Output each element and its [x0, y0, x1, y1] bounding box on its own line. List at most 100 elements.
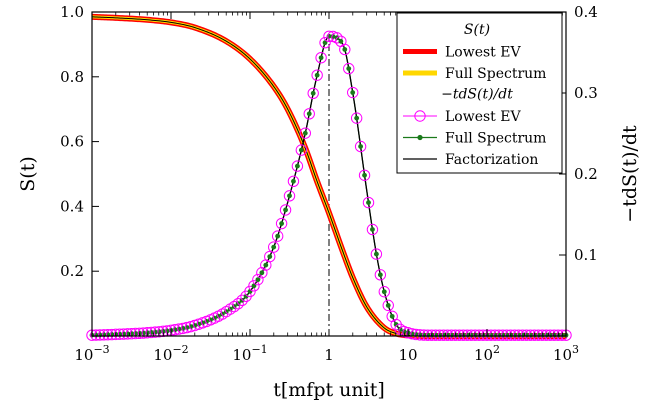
- density-lowest-ev-marker: [303, 108, 315, 120]
- density-full-spectrum-marker: [295, 163, 300, 169]
- x-axis-title: t[mfpt unit]: [273, 379, 385, 401]
- density-lowest-ev-marker: [311, 69, 323, 81]
- density-lowest-ev-marker: [358, 169, 371, 181]
- density-full-spectrum-marker: [389, 313, 395, 319]
- density-full-spectrum-marker: [283, 207, 288, 213]
- density-lowest-ev-marker: [268, 241, 280, 253]
- density-lowest-ev-marker: [248, 280, 260, 292]
- density-full-spectrum-marker: [358, 144, 363, 149]
- density-full-spectrum-marker: [377, 272, 383, 278]
- density-lowest-ev-marker: [370, 248, 383, 260]
- y-right-axis-title: −tdS(t)/dt: [619, 125, 641, 223]
- labels-layer: 10−3 10−2 10−1 1 10 102 103 0.2 0.4 0.6 0.8 1.0 0.1 0…: [17, 3, 641, 401]
- x-tick-label: 102: [474, 343, 500, 364]
- density-lowest-ev-marker: [350, 112, 363, 124]
- density-full-spectrum-marker: [314, 72, 320, 78]
- density-lowest-ev-marker: [228, 300, 240, 313]
- density-lowest-ev-marker: [291, 160, 304, 172]
- density-full-spectrum-marker: [298, 147, 304, 153]
- density-full-spectrum-marker: [279, 221, 284, 226]
- density-full-spectrum-marker: [271, 244, 277, 250]
- density-lowest-ev-marker: [252, 273, 264, 286]
- density-full-spectrum-marker: [251, 283, 257, 289]
- density-lowest-ev-marker: [315, 52, 327, 64]
- density-lowest-ev-marker: [283, 190, 296, 202]
- density-lowest-ev-marker: [236, 294, 248, 307]
- density-full-spectrum-marker: [291, 178, 296, 184]
- density-full-spectrum-marker: [306, 111, 312, 117]
- legend-item-lowest-ev-density: Lowest EV: [445, 109, 521, 125]
- density-lowest-ev-marker: [366, 223, 379, 236]
- density-lowest-ev-marker: [354, 140, 367, 153]
- density-lowest-ev-marker: [319, 36, 331, 49]
- density-lowest-ev-marker: [232, 297, 244, 310]
- y-left-tick-label: 0.6: [60, 133, 84, 151]
- density-full-spectrum-marker: [243, 293, 249, 299]
- density-full-spectrum-marker: [302, 130, 308, 136]
- legend-item-factorization: Factorization: [445, 152, 538, 168]
- x-tick-label: 103: [553, 343, 579, 364]
- density-lowest-ev-marker: [287, 175, 300, 187]
- y-right-tick-label: 0.1: [574, 246, 598, 264]
- density-full-spectrum-marker: [267, 254, 273, 259]
- density-full-spectrum-marker: [370, 227, 375, 232]
- y-left-axis-title: S(t): [17, 156, 39, 191]
- y-left-tick-label: 1.0: [60, 3, 84, 21]
- density-full-spectrum-marker: [354, 115, 360, 121]
- y-left-tick-label: 0.8: [60, 68, 84, 86]
- density-lowest-ev-marker: [299, 127, 311, 139]
- density-full-spectrum-marker: [346, 66, 352, 71]
- density-lowest-ev-marker: [244, 285, 256, 298]
- x-tick-label: 10: [398, 346, 417, 364]
- x-tick-label: 1: [324, 346, 334, 364]
- y-left-tick-label: 0.2: [60, 262, 84, 280]
- legend-green-marker: [417, 134, 423, 141]
- y-right-tick-label: 0.4: [574, 3, 598, 21]
- x-tick-label: 10−1: [232, 343, 267, 364]
- density-lowest-ev-marker: [279, 204, 292, 216]
- density-lowest-ev-marker: [295, 144, 308, 156]
- density-lowest-ev-marker: [256, 267, 268, 279]
- density-lowest-ev-marker: [275, 217, 288, 230]
- legend-item-lowest-ev: Lowest EV: [445, 45, 521, 61]
- density-full-spectrum-marker: [255, 277, 261, 283]
- density-full-spectrum-marker: [263, 262, 269, 268]
- density-full-spectrum-marker: [385, 302, 391, 308]
- density-lowest-ev-marker: [382, 299, 394, 312]
- density-full-spectrum-marker: [350, 90, 356, 95]
- density-lowest-ev-marker: [264, 250, 276, 263]
- legend-item-full-spectrum: Full Spectrum: [445, 66, 546, 82]
- density-full-spectrum-marker: [322, 40, 328, 46]
- density-lowest-ev-marker: [331, 32, 343, 44]
- density-full-spectrum-marker: [275, 233, 281, 239]
- density-lowest-ev-marker: [378, 286, 390, 298]
- density-lowest-ev-marker: [307, 87, 319, 100]
- y-left-tick-label: 0.4: [60, 197, 84, 215]
- legend-title-density: −tdS(t)/dt: [441, 87, 513, 103]
- legend-item-full-spectrum-density: Full Spectrum: [445, 131, 546, 147]
- y-right-tick-label: 0.2: [574, 165, 598, 183]
- density-lowest-ev-marker: [339, 43, 351, 56]
- legend-magenta-marker: [414, 110, 426, 122]
- density-full-spectrum-marker: [366, 200, 371, 205]
- density-full-spectrum-marker: [393, 322, 399, 327]
- density-lowest-ev-marker: [362, 196, 375, 209]
- density-lowest-ev-marker: [343, 62, 355, 75]
- legend-title-survival: S(t): [464, 22, 490, 38]
- density-lowest-ev-marker: [271, 230, 284, 242]
- legend: S(t) Lowest EV Full Spectrum −tdS(t)/dt Lowe…: [396, 12, 563, 174]
- density-lowest-ev-marker: [347, 86, 359, 99]
- density-full-spectrum-marker: [381, 289, 387, 295]
- density-full-spectrum-marker: [338, 38, 344, 44]
- density-full-spectrum-marker: [374, 251, 379, 257]
- density-full-spectrum-marker: [342, 47, 348, 52]
- density-full-spectrum-marker: [310, 90, 316, 96]
- density-full-spectrum-marker: [259, 270, 265, 276]
- density-full-spectrum-marker: [362, 172, 367, 178]
- x-tick-label: 10−2: [153, 343, 188, 364]
- y-right-tick-label: 0.3: [574, 84, 598, 102]
- density-lowest-ev-marker: [374, 269, 387, 281]
- legend-box: [396, 12, 563, 174]
- density-full-spectrum-marker: [287, 193, 292, 199]
